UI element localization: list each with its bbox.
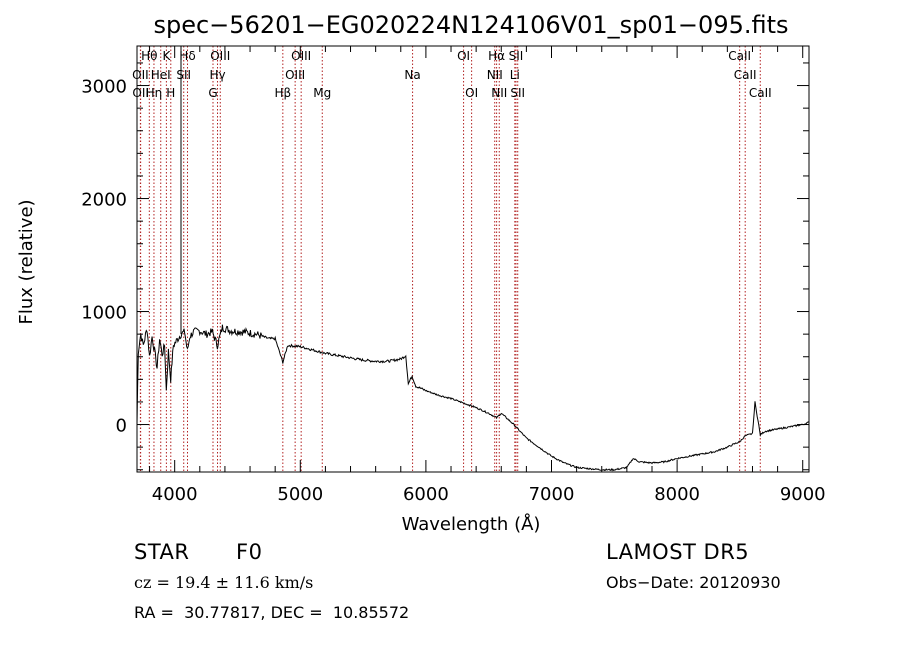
line-label-13: OIII bbox=[285, 68, 305, 82]
line-label-1: OII bbox=[132, 68, 149, 82]
line-label-7: SII bbox=[176, 68, 191, 82]
line-label-22: Li bbox=[510, 68, 520, 82]
spectrum-line bbox=[136, 46, 810, 472]
line-label-24: SII bbox=[510, 86, 525, 100]
sky-coordinates: RA = 30.77817, DEC = 10.85572 bbox=[134, 603, 410, 622]
line-label-19: NII bbox=[487, 68, 503, 82]
line-label-27: CaII bbox=[749, 86, 772, 100]
line-label-12: Hβ bbox=[274, 86, 291, 100]
line-label-10: OIII bbox=[210, 49, 230, 63]
observation-date: Obs−Date: 20120930 bbox=[606, 573, 781, 592]
line-label-16: Na bbox=[404, 68, 420, 82]
line-label-4: HeI bbox=[151, 68, 171, 82]
x-tick-label-0: 4000 bbox=[152, 484, 198, 505]
x-tick-label-2: 6000 bbox=[403, 484, 449, 505]
line-label-15: Mg bbox=[313, 86, 331, 100]
plot-frame bbox=[136, 45, 810, 473]
object-class: STAR bbox=[134, 540, 190, 564]
line-label-6: H bbox=[166, 86, 175, 100]
y-tick-label-0: 0 bbox=[116, 416, 127, 437]
line-label-14: OIII bbox=[291, 49, 311, 63]
y-axis-ticks: 0 1000 2000 3000 bbox=[81, 62, 809, 471]
line-label-5: K bbox=[162, 49, 171, 63]
y-tick-label-3: 3000 bbox=[81, 77, 127, 98]
x-axis-label: Wavelength (Å) bbox=[402, 513, 541, 535]
x-tick-label-1: 5000 bbox=[277, 484, 323, 505]
line-label-17: OI bbox=[457, 49, 470, 63]
x-tick-label-3: 7000 bbox=[529, 484, 575, 505]
chart-title: spec−56201−EG020224N124106V01_sp01−095.f… bbox=[153, 11, 788, 39]
spectral-line-labels: HθOIIOIIHηHeIKHSIIHδGOIIIHγHβOIIIOIIIMgN… bbox=[132, 49, 772, 100]
line-label-3: Hη bbox=[146, 86, 163, 100]
y-axis-label: Flux (relative) bbox=[16, 199, 37, 324]
x-tick-label-5: 9000 bbox=[780, 484, 826, 505]
line-label-20: NII bbox=[491, 86, 507, 100]
x-axis-ticks: 4000 5000 6000 7000 8000 9000 bbox=[149, 46, 826, 505]
survey-name: LAMOST DR5 bbox=[606, 540, 750, 564]
line-label-0: Hθ bbox=[141, 49, 157, 63]
line-label-18: OI bbox=[465, 86, 478, 100]
spectral-line-markers bbox=[139, 46, 761, 472]
x-tick-label-4: 8000 bbox=[654, 484, 700, 505]
line-label-21: Hα bbox=[488, 49, 505, 63]
line-label-9: G bbox=[208, 86, 217, 100]
line-label-26: CaII bbox=[734, 68, 757, 82]
y-tick-label-2: 2000 bbox=[81, 190, 127, 211]
line-label-25: CaII bbox=[728, 49, 751, 63]
redshift-velocity: cz = 19.4 ± 11.6 km/s bbox=[134, 573, 314, 592]
line-label-11: Hγ bbox=[209, 68, 225, 82]
line-label-23: SII bbox=[509, 49, 524, 63]
object-subclass: F0 bbox=[236, 540, 263, 564]
line-label-8: Hδ bbox=[179, 49, 195, 63]
y-tick-label-1: 1000 bbox=[81, 303, 127, 324]
